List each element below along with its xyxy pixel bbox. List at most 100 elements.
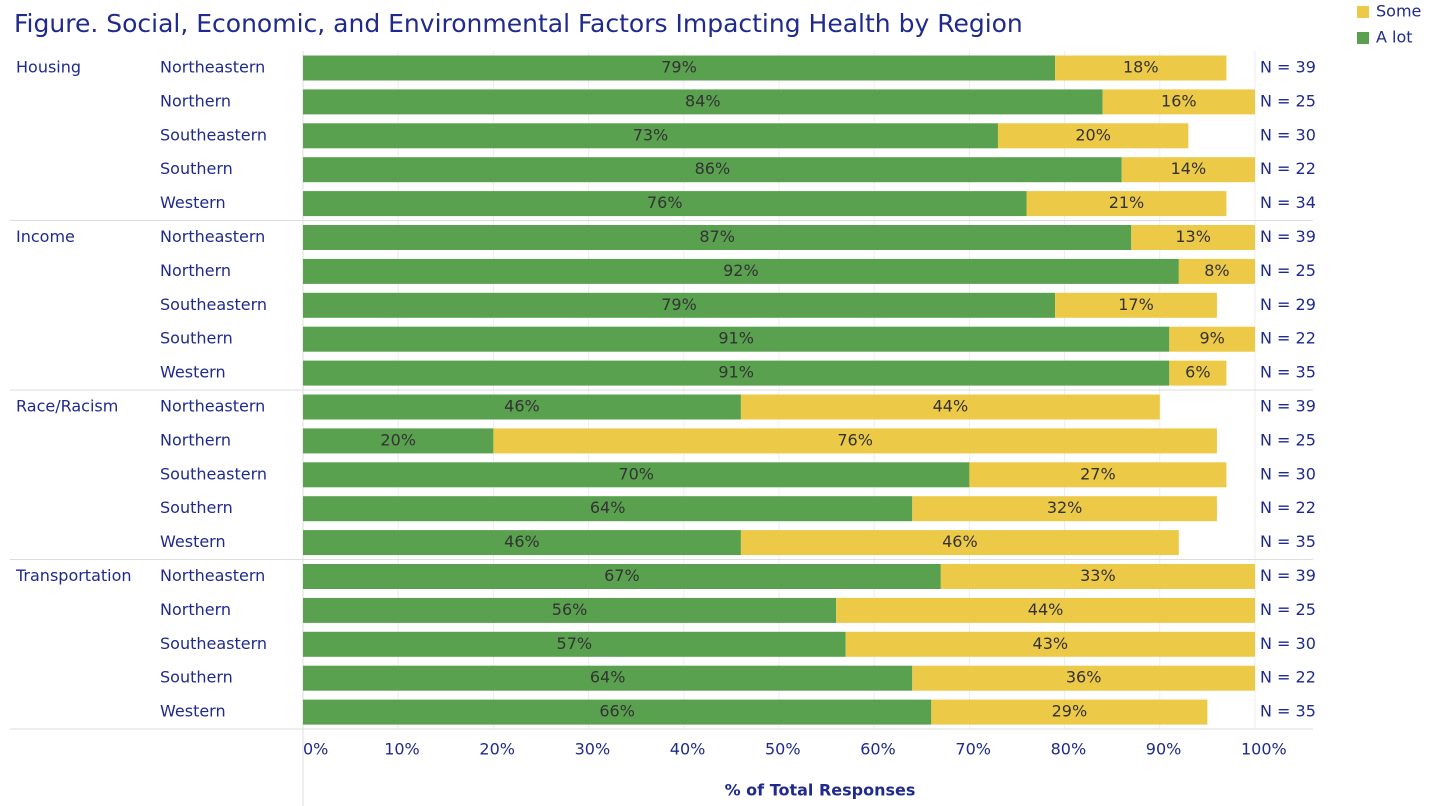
bar-segment: [1121, 157, 1255, 183]
bar-segment: [969, 462, 1227, 488]
x-tick-label: 50%: [765, 740, 801, 759]
category-label: Northern: [160, 600, 231, 619]
bar-segment: [1055, 292, 1217, 318]
chart-title: Figure. Social, Economic, and Environmen…: [14, 9, 1023, 38]
group-label: Income: [16, 227, 75, 246]
x-tick-label: 40%: [670, 740, 706, 759]
data-label: 9%: [1199, 329, 1224, 348]
n-label: N = 39: [1260, 566, 1316, 585]
data-label: 8%: [1204, 261, 1229, 280]
bar-segment: [303, 462, 970, 488]
bar-segment: [1102, 89, 1255, 115]
category-label: Western: [160, 702, 226, 721]
data-label: 86%: [695, 159, 731, 178]
category-label: Southern: [160, 159, 233, 178]
bar-segment: [1178, 258, 1255, 284]
data-label: 21%: [1109, 193, 1145, 212]
n-label: N = 22: [1260, 498, 1316, 517]
n-label: N = 22: [1260, 159, 1316, 178]
n-label: N = 39: [1260, 227, 1316, 246]
category-label: Western: [160, 363, 226, 382]
n-label: N = 35: [1260, 702, 1316, 721]
data-label: 64%: [590, 498, 626, 517]
bar-segment: [1169, 326, 1255, 352]
data-label: 29%: [1052, 702, 1088, 721]
data-label: 67%: [604, 566, 640, 585]
category-label: Northern: [160, 261, 231, 280]
data-label: 20%: [380, 430, 416, 449]
data-label: 20%: [1075, 125, 1111, 144]
data-label: 64%: [590, 668, 626, 687]
data-label: 44%: [1028, 600, 1064, 619]
x-tick-label: 60%: [860, 740, 896, 759]
x-tick-label: 30%: [575, 740, 611, 759]
bar-segment: [303, 89, 1103, 115]
bar-segment: [303, 360, 1170, 386]
bar-segment: [303, 225, 1132, 250]
category-label: Southeastern: [160, 464, 267, 483]
data-label: 46%: [504, 532, 540, 551]
data-label: 27%: [1080, 464, 1116, 483]
data-label: 13%: [1175, 227, 1211, 246]
data-label: 84%: [685, 91, 721, 110]
n-label: N = 35: [1260, 532, 1316, 551]
n-label: N = 25: [1260, 91, 1316, 110]
bar-segment: [493, 428, 1217, 454]
bar-segment: [303, 292, 1056, 318]
bar-segment: [303, 564, 941, 589]
n-label: N = 30: [1260, 634, 1316, 653]
x-tick-label: 80%: [1051, 740, 1087, 759]
data-label: 14%: [1171, 159, 1207, 178]
data-label: 46%: [942, 532, 978, 551]
bar-segment: [303, 597, 837, 623]
data-label: 46%: [504, 397, 540, 416]
n-label: N = 25: [1260, 261, 1316, 280]
x-tick-label: 100%: [1241, 740, 1287, 759]
data-label: 92%: [723, 261, 759, 280]
x-axis-title: % of Total Responses: [725, 781, 916, 800]
bar-segment: [740, 394, 1160, 420]
category-label: Southeastern: [160, 125, 267, 144]
bar-segment: [303, 496, 913, 522]
bar-segment: [303, 394, 741, 420]
bar-segment: [303, 258, 1179, 284]
category-label: Southern: [160, 329, 233, 348]
category-label: Northern: [160, 91, 231, 110]
n-label: N = 39: [1260, 397, 1316, 416]
n-label: N = 30: [1260, 125, 1316, 144]
data-label: 87%: [699, 227, 735, 246]
bar-segment: [303, 123, 998, 149]
data-label: 33%: [1080, 566, 1116, 585]
data-label: 43%: [1033, 634, 1069, 653]
category-label: Northeastern: [160, 397, 265, 416]
bar-segment: [303, 157, 1122, 183]
data-label: 70%: [618, 464, 654, 483]
data-label: 56%: [552, 600, 588, 619]
data-label: 6%: [1185, 363, 1210, 382]
bar-segment: [1026, 191, 1227, 217]
category-label: Southeastern: [160, 634, 267, 653]
data-label: 79%: [661, 58, 697, 77]
n-label: N = 35: [1260, 363, 1316, 382]
bar-segment: [940, 564, 1255, 589]
bar-segment: [303, 631, 846, 657]
group-label: Housing: [16, 58, 81, 77]
bar-segment: [1055, 55, 1227, 81]
bar-segment: [912, 665, 1255, 691]
data-label: 36%: [1066, 668, 1102, 687]
n-label: N = 29: [1260, 295, 1316, 314]
legend-label: A lot: [1376, 28, 1413, 47]
bar-segment: [931, 699, 1208, 725]
category-label: Northeastern: [160, 566, 265, 585]
bar-segment: [303, 55, 1056, 81]
data-label: 17%: [1118, 295, 1154, 314]
group-label: Transportation: [15, 566, 132, 585]
data-label: 16%: [1161, 91, 1197, 110]
bar-segment: [303, 191, 1027, 217]
bar-segment: [303, 428, 494, 454]
bar-segment: [303, 326, 1170, 352]
data-label: 73%: [633, 125, 669, 144]
data-label: 91%: [718, 363, 754, 382]
bar-segment: [740, 530, 1179, 556]
bar-segment: [997, 123, 1189, 149]
